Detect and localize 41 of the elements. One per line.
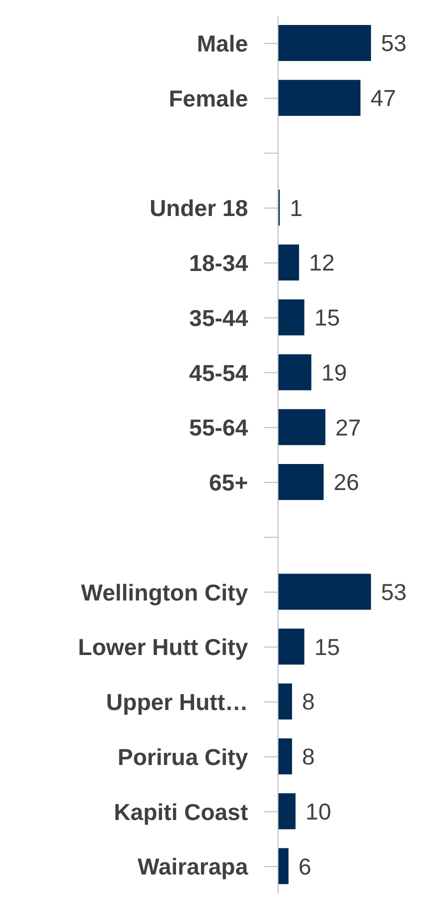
- data-label: 8: [302, 688, 315, 715]
- y-tick-label: Male: [196, 30, 248, 57]
- bar: [278, 628, 304, 665]
- y-tick-label: Upper Hutt…: [106, 689, 248, 716]
- y-tick-label: Kapiti Coast: [114, 798, 248, 825]
- y-tick-label: Wellington City: [81, 579, 248, 606]
- bar: [278, 244, 300, 280]
- data-label: 10: [306, 798, 332, 824]
- data-label: 47: [370, 85, 396, 112]
- bar: [278, 80, 360, 116]
- bar: [278, 793, 296, 830]
- y-tick-label: Under 18: [150, 195, 248, 222]
- bar: [278, 738, 292, 774]
- data-label: 1: [290, 194, 303, 221]
- y-tick-label: 65+: [208, 470, 248, 496]
- data-label: 27: [335, 414, 361, 440]
- data-label: 15: [314, 304, 340, 331]
- data-label: 53: [381, 30, 407, 56]
- data-label: 26: [334, 469, 360, 496]
- data-label: 53: [381, 578, 407, 605]
- y-tick-label: Wairarapa: [138, 854, 248, 880]
- bar: [278, 574, 371, 610]
- data-label: 15: [314, 634, 340, 660]
- bar: [278, 299, 304, 336]
- y-tick-label: Porirua City: [118, 744, 248, 770]
- data-label: 12: [309, 250, 335, 276]
- data-label: 8: [302, 744, 315, 770]
- y-tick-label: Female: [168, 85, 248, 112]
- bar: [278, 409, 326, 446]
- bar: [278, 354, 312, 390]
- y-tick-label: 45-54: [189, 360, 248, 386]
- bar: [278, 848, 289, 884]
- bar: [278, 464, 324, 500]
- data-label: 6: [298, 853, 312, 880]
- y-tick-label: 35-44: [189, 304, 248, 331]
- y-tick-label: 18-34: [189, 250, 248, 276]
- bar: [278, 684, 292, 720]
- y-tick-label: Lower Hutt City: [78, 634, 248, 660]
- data-label: 19: [321, 359, 347, 386]
- y-tick-label: 55-64: [189, 414, 248, 441]
- bar: [278, 25, 371, 61]
